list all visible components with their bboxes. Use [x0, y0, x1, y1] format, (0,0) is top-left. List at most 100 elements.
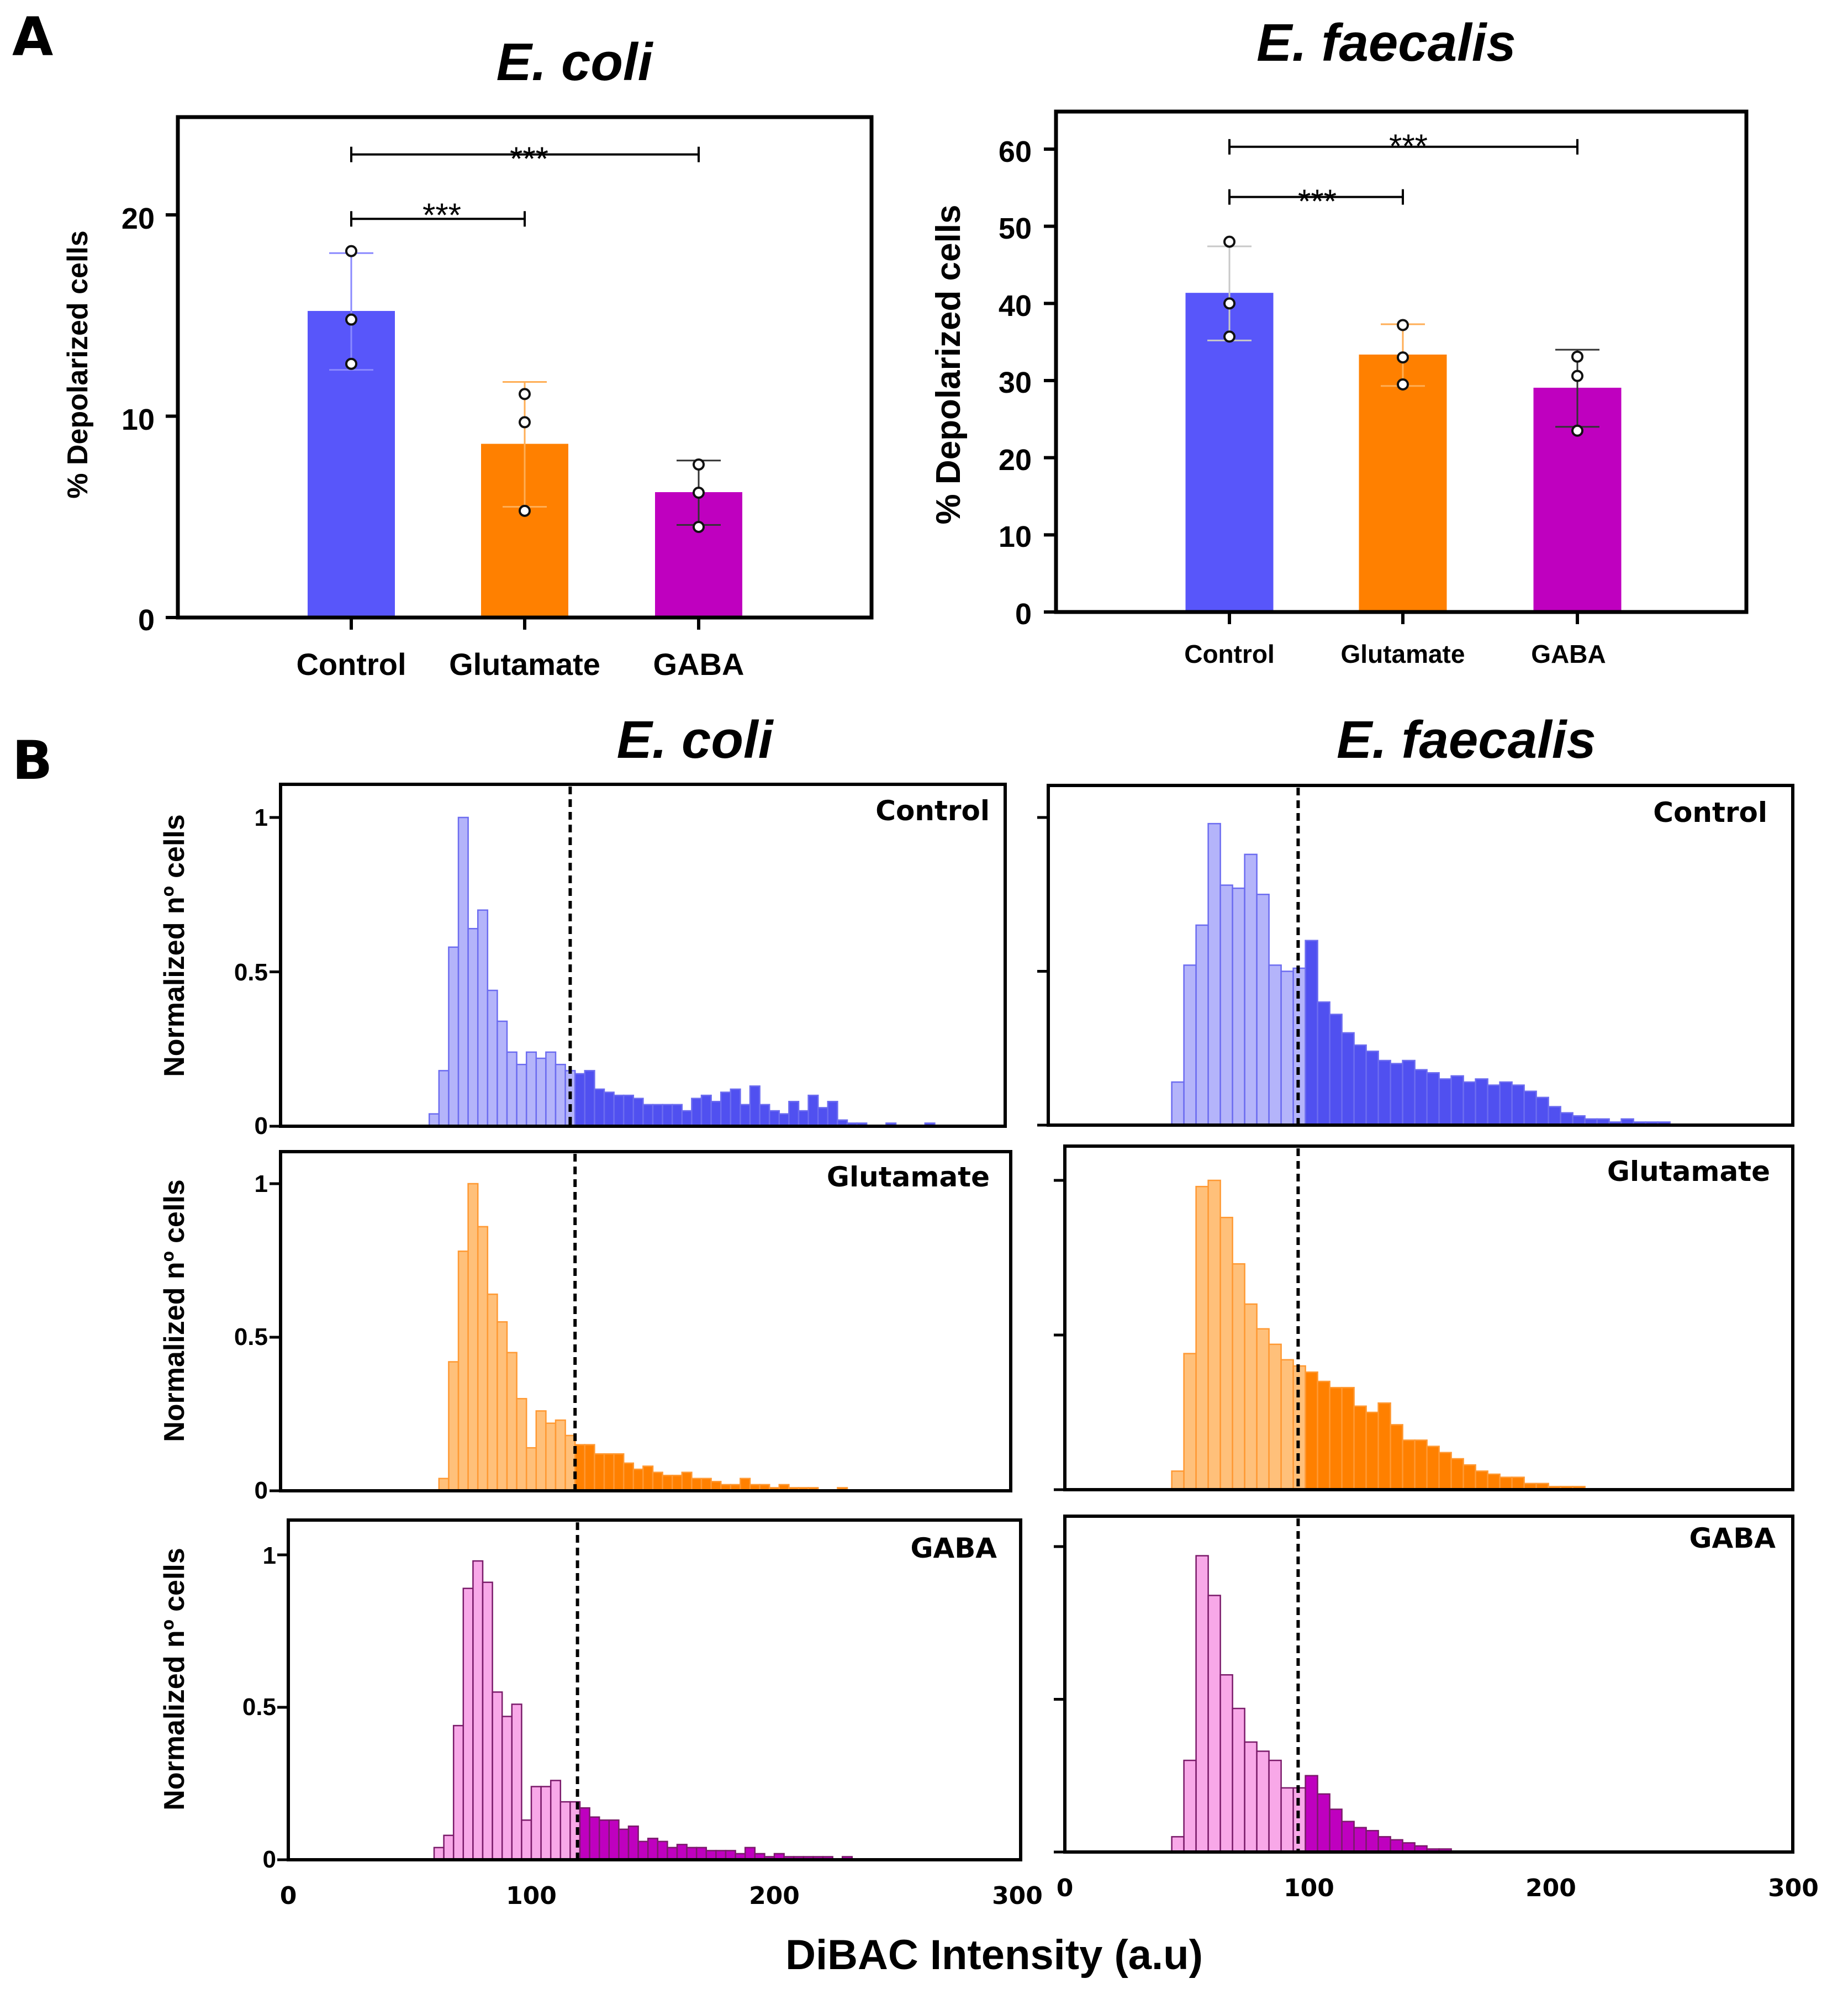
- histogram-bin: [1365, 1051, 1379, 1126]
- histogram-bin: [1402, 1059, 1416, 1126]
- histogram-bin: [1329, 1808, 1343, 1853]
- plot-frame: [279, 1150, 1012, 1492]
- histogram-bin: [1317, 1001, 1330, 1126]
- x-category-label: GABA: [653, 647, 745, 682]
- histogram-bin: [1511, 1476, 1525, 1491]
- plot-frame: [1063, 1144, 1794, 1491]
- histogram-bin: [1365, 1830, 1379, 1853]
- histogram-bin: [1280, 1359, 1294, 1491]
- histogram-bin: [1402, 1439, 1416, 1491]
- histogram-bin: [462, 1587, 474, 1861]
- y-tick-label: 0: [255, 1477, 268, 1504]
- x-category-label: GABA: [1531, 640, 1606, 668]
- histogram-bin: [1183, 1759, 1197, 1853]
- condition-label: Glutamate: [827, 1161, 990, 1193]
- histogram-bin: [1244, 1741, 1258, 1853]
- histogram-bin: [622, 1094, 635, 1127]
- histogram-bin: [1232, 887, 1245, 1126]
- histogram-bin: [632, 1468, 644, 1492]
- histogram-bin: [1183, 1353, 1197, 1491]
- histogram-bin: [627, 1826, 639, 1861]
- histogram-bin: [579, 1807, 590, 1861]
- x-tick-label: 200: [749, 1882, 800, 1910]
- histogram-bin: [574, 1073, 586, 1127]
- histogram-ecoli-gaba: GABA Normalized nº cells 1 0.5 0: [159, 1518, 1022, 1873]
- histogram-bin: [667, 1846, 678, 1861]
- histogram-bin: [555, 1419, 566, 1492]
- condition-label: GABA: [910, 1532, 997, 1564]
- histogram-bin: [1548, 1106, 1561, 1126]
- histogram-bin: [1462, 1464, 1476, 1491]
- panel-label-b: B: [12, 730, 52, 792]
- histogram-bin: [1207, 822, 1221, 1126]
- x-category-label: Control: [1184, 640, 1275, 668]
- histogram-bin: [1268, 1343, 1282, 1491]
- x-category-label: Glutamate: [449, 647, 600, 682]
- histogram-bin: [550, 1780, 562, 1861]
- histogram-bin: [457, 1251, 469, 1492]
- histogram-bin: [1195, 924, 1209, 1126]
- histogram-bin: [807, 1094, 819, 1127]
- chart-title: E. coli: [497, 33, 654, 92]
- histogram-bin: [457, 816, 469, 1127]
- histogram-bin: [516, 1397, 527, 1492]
- histogram-bin: [1353, 1827, 1367, 1853]
- histogram-bin: [448, 946, 460, 1127]
- histogram-bin: [1280, 1787, 1294, 1853]
- y-tick-label: 50: [999, 212, 1032, 245]
- histogram-bin: [608, 1819, 620, 1861]
- x-tick-label: 300: [992, 1882, 1043, 1910]
- histogram-column-title: E. faecalis: [1337, 710, 1596, 769]
- histogram-bin: [530, 1786, 542, 1861]
- histogram-efaecalis-gaba: GABA: [1054, 1515, 1794, 1854]
- histogram-ecoli-glutamate: Glutamate Normalized nº cells 1 0.5 0: [159, 1150, 1012, 1504]
- histogram-bin: [1414, 1439, 1428, 1491]
- x-axis-label: DiBAC Intensity (a.u): [785, 1932, 1203, 1979]
- y-tick-label: 0.5: [234, 959, 268, 986]
- histogram-column-title: E. coli: [617, 710, 774, 769]
- condition-label: GABA: [1689, 1522, 1776, 1554]
- y-tick-label: 20: [122, 202, 155, 235]
- histogram-bin: [1390, 1839, 1403, 1853]
- histogram-bin: [516, 1063, 527, 1127]
- data-point: [1571, 424, 1583, 437]
- data-point: [693, 458, 705, 471]
- data-point: [345, 313, 357, 326]
- histogram-bin: [1414, 1069, 1428, 1126]
- histogram-bin: [506, 1352, 518, 1492]
- histogram-bin: [438, 1478, 450, 1492]
- x-tick-label: 300: [1768, 1874, 1819, 1902]
- histogram-bin: [1329, 1386, 1343, 1491]
- histogram-bin: [589, 1816, 600, 1861]
- histogram-bin: [506, 1051, 518, 1127]
- histogram-bin: [525, 1051, 537, 1127]
- histogram-bin: [1426, 1072, 1440, 1126]
- histogram-bin: [1523, 1090, 1537, 1126]
- histogram-bin: [1560, 1112, 1574, 1126]
- y-tick-label: 0: [255, 1112, 268, 1139]
- histogram-bin: [740, 1478, 751, 1492]
- condition-label: Control: [1653, 796, 1767, 829]
- histogram-bin: [695, 1846, 707, 1861]
- y-tick-label: 0: [138, 604, 155, 637]
- histogram-bin: [1341, 1386, 1355, 1491]
- data-point: [1571, 370, 1583, 382]
- histogram-bin: [1438, 1452, 1452, 1491]
- histogram-bin: [1450, 1458, 1464, 1491]
- histogram-bin: [657, 1840, 668, 1861]
- histogram-bin: [759, 1104, 770, 1127]
- histogram-bin: [1207, 1179, 1221, 1491]
- histogram-ecoli-control: Control Normalized nº cells 1 0.5 0: [159, 783, 1007, 1139]
- histogram-bin: [642, 1104, 654, 1127]
- histogram-bin: [521, 1819, 532, 1861]
- histogram-bin: [1171, 1836, 1185, 1853]
- data-point: [1397, 378, 1409, 391]
- histogram-bin: [1462, 1081, 1476, 1126]
- histogram-bin: [1171, 1470, 1185, 1491]
- bar-chart-ecoli: E. coli % Depolarized cells 20 10 0 Cont…: [62, 33, 874, 682]
- histogram-bin: [637, 1840, 649, 1861]
- x-tick-label: 100: [506, 1882, 557, 1910]
- histogram-bin: [671, 1474, 683, 1492]
- histogram-bin: [1341, 1032, 1355, 1126]
- histogram-bin: [647, 1838, 659, 1861]
